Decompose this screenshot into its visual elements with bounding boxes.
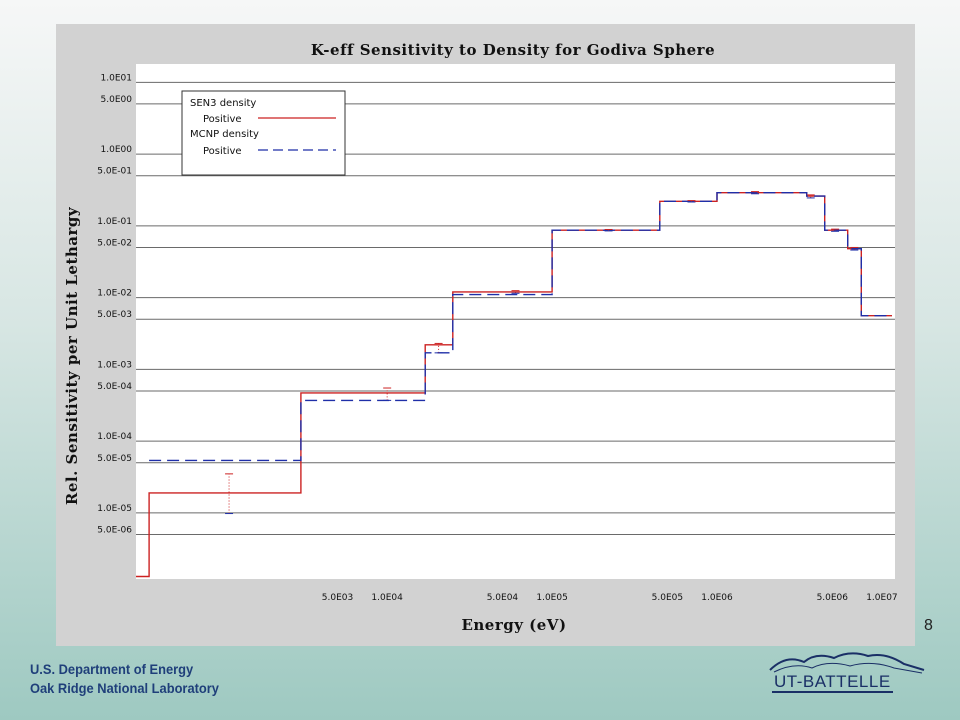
legend-group-sen3: SEN3 density (190, 98, 256, 109)
y-tick-label: 1.0E01 (101, 73, 132, 83)
y-tick-label: 1.0E00 (101, 145, 133, 155)
y-tick-label: 1.0E-02 (97, 289, 132, 299)
legend-entry-mcnp-positive: Positive (203, 146, 242, 157)
chart-frame: SEN3 density Positive MCNP density Posit… (56, 24, 915, 646)
footer-line-ornl: Oak Ridge National Laboratory (30, 680, 219, 696)
y-tick-label: 5.0E-05 (97, 454, 132, 464)
error-bars (225, 191, 859, 515)
chart-title: K-eff Sensitivity to Density for Godiva … (311, 41, 715, 59)
page-number: 8 (924, 617, 933, 634)
y-tick-label: 5.0E-02 (97, 238, 132, 248)
y-axis-title: Rel. Sensitivity per Unit Lethargy (63, 206, 81, 505)
x-tick-label: 1.0E06 (701, 593, 733, 603)
x-tick-label: 1.0E04 (371, 593, 403, 603)
y-tick-label: 5.0E-06 (97, 526, 132, 536)
y-tick-label: 5.0E-01 (97, 167, 132, 177)
x-axis-title: Energy (eV) (461, 616, 566, 634)
legend-box (181, 90, 346, 176)
x-tick-label: 1.0E05 (536, 593, 567, 603)
chart-svg: SEN3 density Positive MCNP density Posit… (63, 41, 898, 634)
legend: SEN3 density Positive MCNP density Posit… (181, 90, 346, 176)
x-tick-labels: 5.0E03 1.0E04 5.0E04 1.0E05 5.0E05 1.0E06 5.0E… (322, 593, 898, 603)
footer-line-doe: U.S. Department of Energy (30, 661, 194, 677)
y-tick-label: 1.0E-01 (97, 217, 132, 227)
footer-organization: U.S. Department of Energy Oak Ridge Nati… (30, 660, 235, 698)
x-tick-label: 5.0E04 (487, 593, 519, 603)
y-tick-label: 5.0E00 (101, 95, 133, 105)
x-tick-label: 1.0E07 (866, 593, 897, 603)
ut-battelle-logo: UT-BATTELLE (764, 648, 934, 708)
x-tick-label: 5.0E05 (652, 593, 683, 603)
mountain-logo-icon (769, 652, 925, 674)
y-tick-label: 5.0E-04 (97, 382, 132, 392)
series-layer (136, 192, 892, 578)
y-tick-labels: 1.0E01 5.0E00 1.0E00 5.0E-01 1.0E-01 5.0E-02 1… (97, 73, 132, 535)
y-tick-label: 1.0E-04 (97, 432, 132, 442)
x-tick-label: 5.0E03 (322, 593, 353, 603)
series-line-mcnp (149, 192, 892, 462)
y-tick-label: 5.0E-03 (97, 310, 132, 320)
y-tick-label: 1.0E-03 (97, 360, 132, 370)
logo-text: UT-BATTELLE (772, 672, 893, 693)
legend-group-mcnp: MCNP density (190, 129, 259, 140)
legend-entry-sen3-positive: Positive (203, 114, 242, 125)
x-tick-label: 5.0E06 (817, 593, 849, 603)
y-tick-label: 1.0E-05 (97, 504, 132, 514)
